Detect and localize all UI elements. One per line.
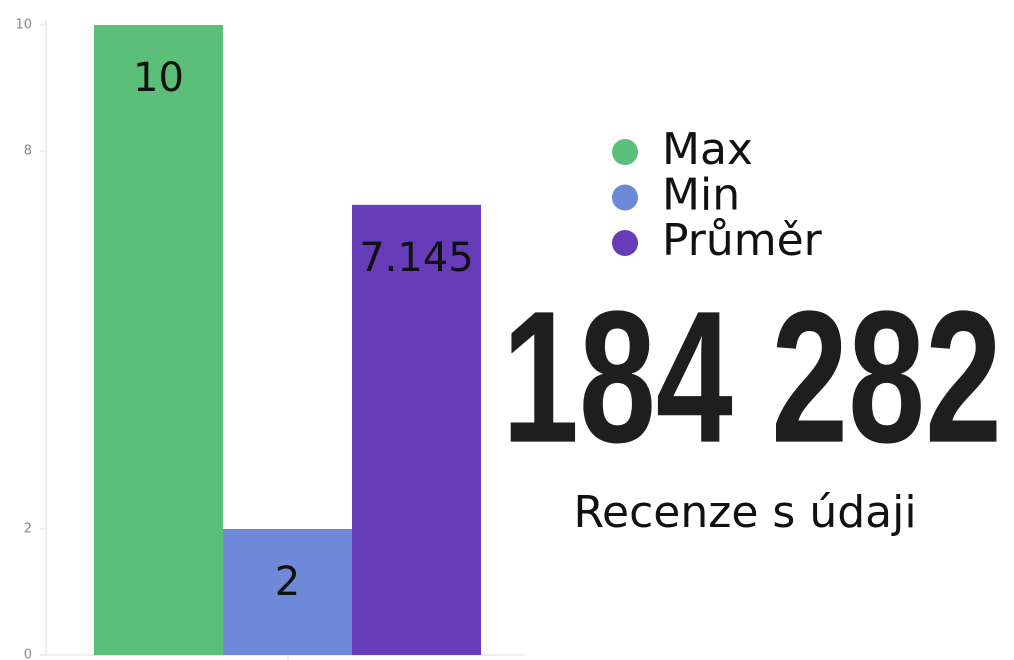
y-tick-label: 2	[24, 522, 32, 537]
y-tick-label: 0	[24, 648, 32, 660]
y-tick-label: 10	[15, 18, 32, 33]
y-tick-label: 8	[24, 144, 32, 159]
data-label: 2	[275, 559, 300, 605]
legend-swatch	[612, 184, 638, 211]
data-label: 7.145	[359, 235, 474, 281]
bar	[223, 529, 352, 655]
kpi-label: Recenze s údaji	[573, 487, 916, 538]
legend-label: Průměr	[662, 215, 823, 266]
legend-label: Max	[662, 124, 753, 175]
legend-swatch	[612, 230, 638, 256]
legend-label: Min	[662, 170, 740, 221]
legend-swatch	[612, 139, 638, 165]
bar	[352, 204, 481, 656]
kpi-value: 184 282	[502, 272, 1002, 482]
bar	[94, 25, 223, 655]
data-label: 10	[133, 55, 184, 101]
